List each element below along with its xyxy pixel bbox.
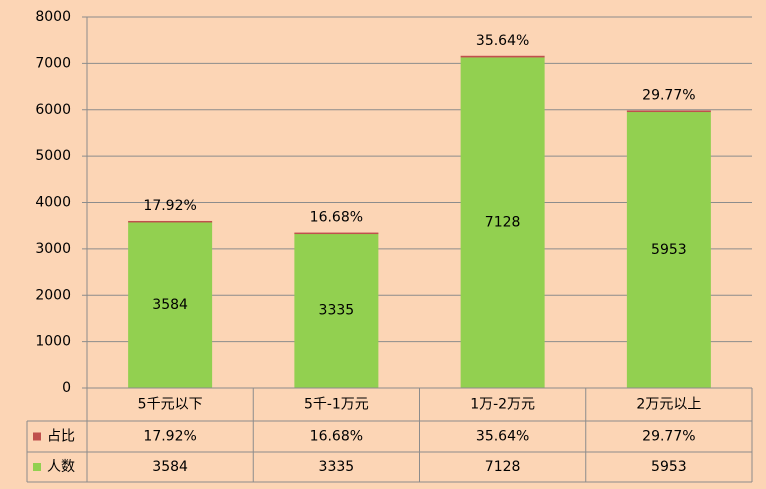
bar-share [460, 55, 545, 58]
legend-swatch [33, 463, 41, 471]
table-cell: 35.64% [476, 429, 529, 445]
bar-share-label: 29.77% [642, 88, 695, 104]
bar-share [626, 110, 711, 113]
table-cell: 5953 [651, 459, 687, 475]
bar-count-label: 3584 [152, 297, 188, 313]
y-axis: 0 1000 2000 3000 4000 5000 6000 7000 8000 [35, 9, 88, 396]
bar-share [294, 232, 379, 235]
y-tick-label: 7000 [35, 55, 71, 71]
y-tick-label: 0 [62, 380, 71, 396]
legend-label: 占比 [47, 429, 75, 445]
bar-share-label: 35.64% [476, 33, 529, 49]
bar-count [460, 57, 545, 389]
legend-swatch [33, 432, 41, 441]
x-tick-label: 1万-2万元 [470, 397, 535, 413]
y-tick-label: 3000 [35, 241, 71, 257]
bar-share [128, 220, 213, 223]
x-tick-label: 5千-1万元 [304, 397, 369, 413]
y-tick-label: 4000 [35, 195, 71, 211]
y-tick-label: 5000 [35, 148, 71, 164]
table-cell: 16.68% [310, 429, 363, 445]
legend-label: 人数 [47, 459, 75, 475]
table-cell: 7128 [485, 459, 521, 475]
table-cell: 29.77% [642, 429, 695, 445]
bar-count [128, 221, 213, 388]
bars: 3584 17.92% 3335 16.68% 7128 35.64% 5953 29.77% [128, 33, 711, 389]
bar-share-label: 16.68% [310, 210, 363, 226]
bar-count-label: 3335 [319, 303, 355, 319]
y-tick-label: 6000 [35, 102, 71, 118]
table-cell: 17.92% [143, 429, 196, 445]
y-tick-label: 2000 [35, 287, 71, 303]
bar-count-label: 5953 [651, 242, 687, 258]
table-cell: 3335 [319, 459, 355, 475]
bar-count-label: 7128 [485, 215, 521, 231]
y-tick-label: 1000 [35, 334, 71, 350]
x-tick-label: 2万元以上 [636, 397, 701, 413]
bar-count [294, 233, 379, 388]
bar-count [626, 111, 711, 388]
y-tick-label: 8000 [35, 9, 71, 25]
table-cell: 3584 [152, 459, 188, 475]
bar-share-label: 17.92% [143, 198, 196, 214]
x-tick-label: 5千元以下 [138, 397, 203, 413]
